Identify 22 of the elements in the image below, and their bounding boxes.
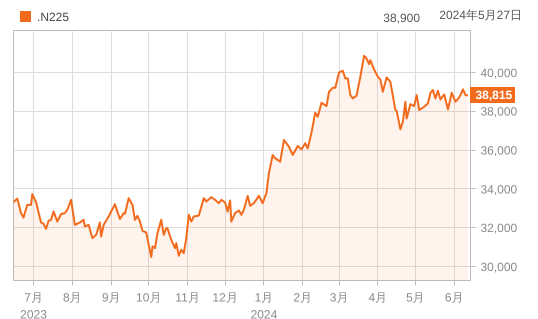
x-tick-label: 7月 2023 — [20, 290, 48, 319]
x-tick-label: 9月 — [102, 290, 121, 304]
x-tick-label: 4月 — [368, 290, 388, 304]
x-tick-label: 2月 — [293, 290, 312, 304]
x-tick-label: 6月 — [444, 290, 464, 304]
legend-label: .N225 — [36, 10, 70, 24]
annotation: 38,815 — [470, 86, 516, 103]
x-tick-label: 1月 2024 — [250, 290, 278, 319]
x-tick-label: 10月 — [136, 290, 162, 304]
y-tick-label: 40,000 — [480, 66, 518, 80]
y-tick-label: 32,000 — [480, 221, 518, 236]
y-tick-label: 38,000 — [480, 104, 518, 119]
x-tick-label: 5月 — [406, 290, 425, 304]
x-tick-label: 8月 — [63, 290, 82, 304]
x-tick-label: 12月 — [212, 290, 238, 304]
y-tick-label: 34,000 — [480, 182, 518, 196]
x-tick-label: 3月 — [330, 290, 348, 304]
y-tick-label: 36,000 — [480, 144, 518, 158]
text: 2024年5月27日 — [439, 8, 522, 22]
text: 38,900 — [383, 11, 420, 25]
x-tick-label: 11月 — [175, 290, 200, 304]
y-tick-label: 30,000 — [480, 260, 518, 274]
